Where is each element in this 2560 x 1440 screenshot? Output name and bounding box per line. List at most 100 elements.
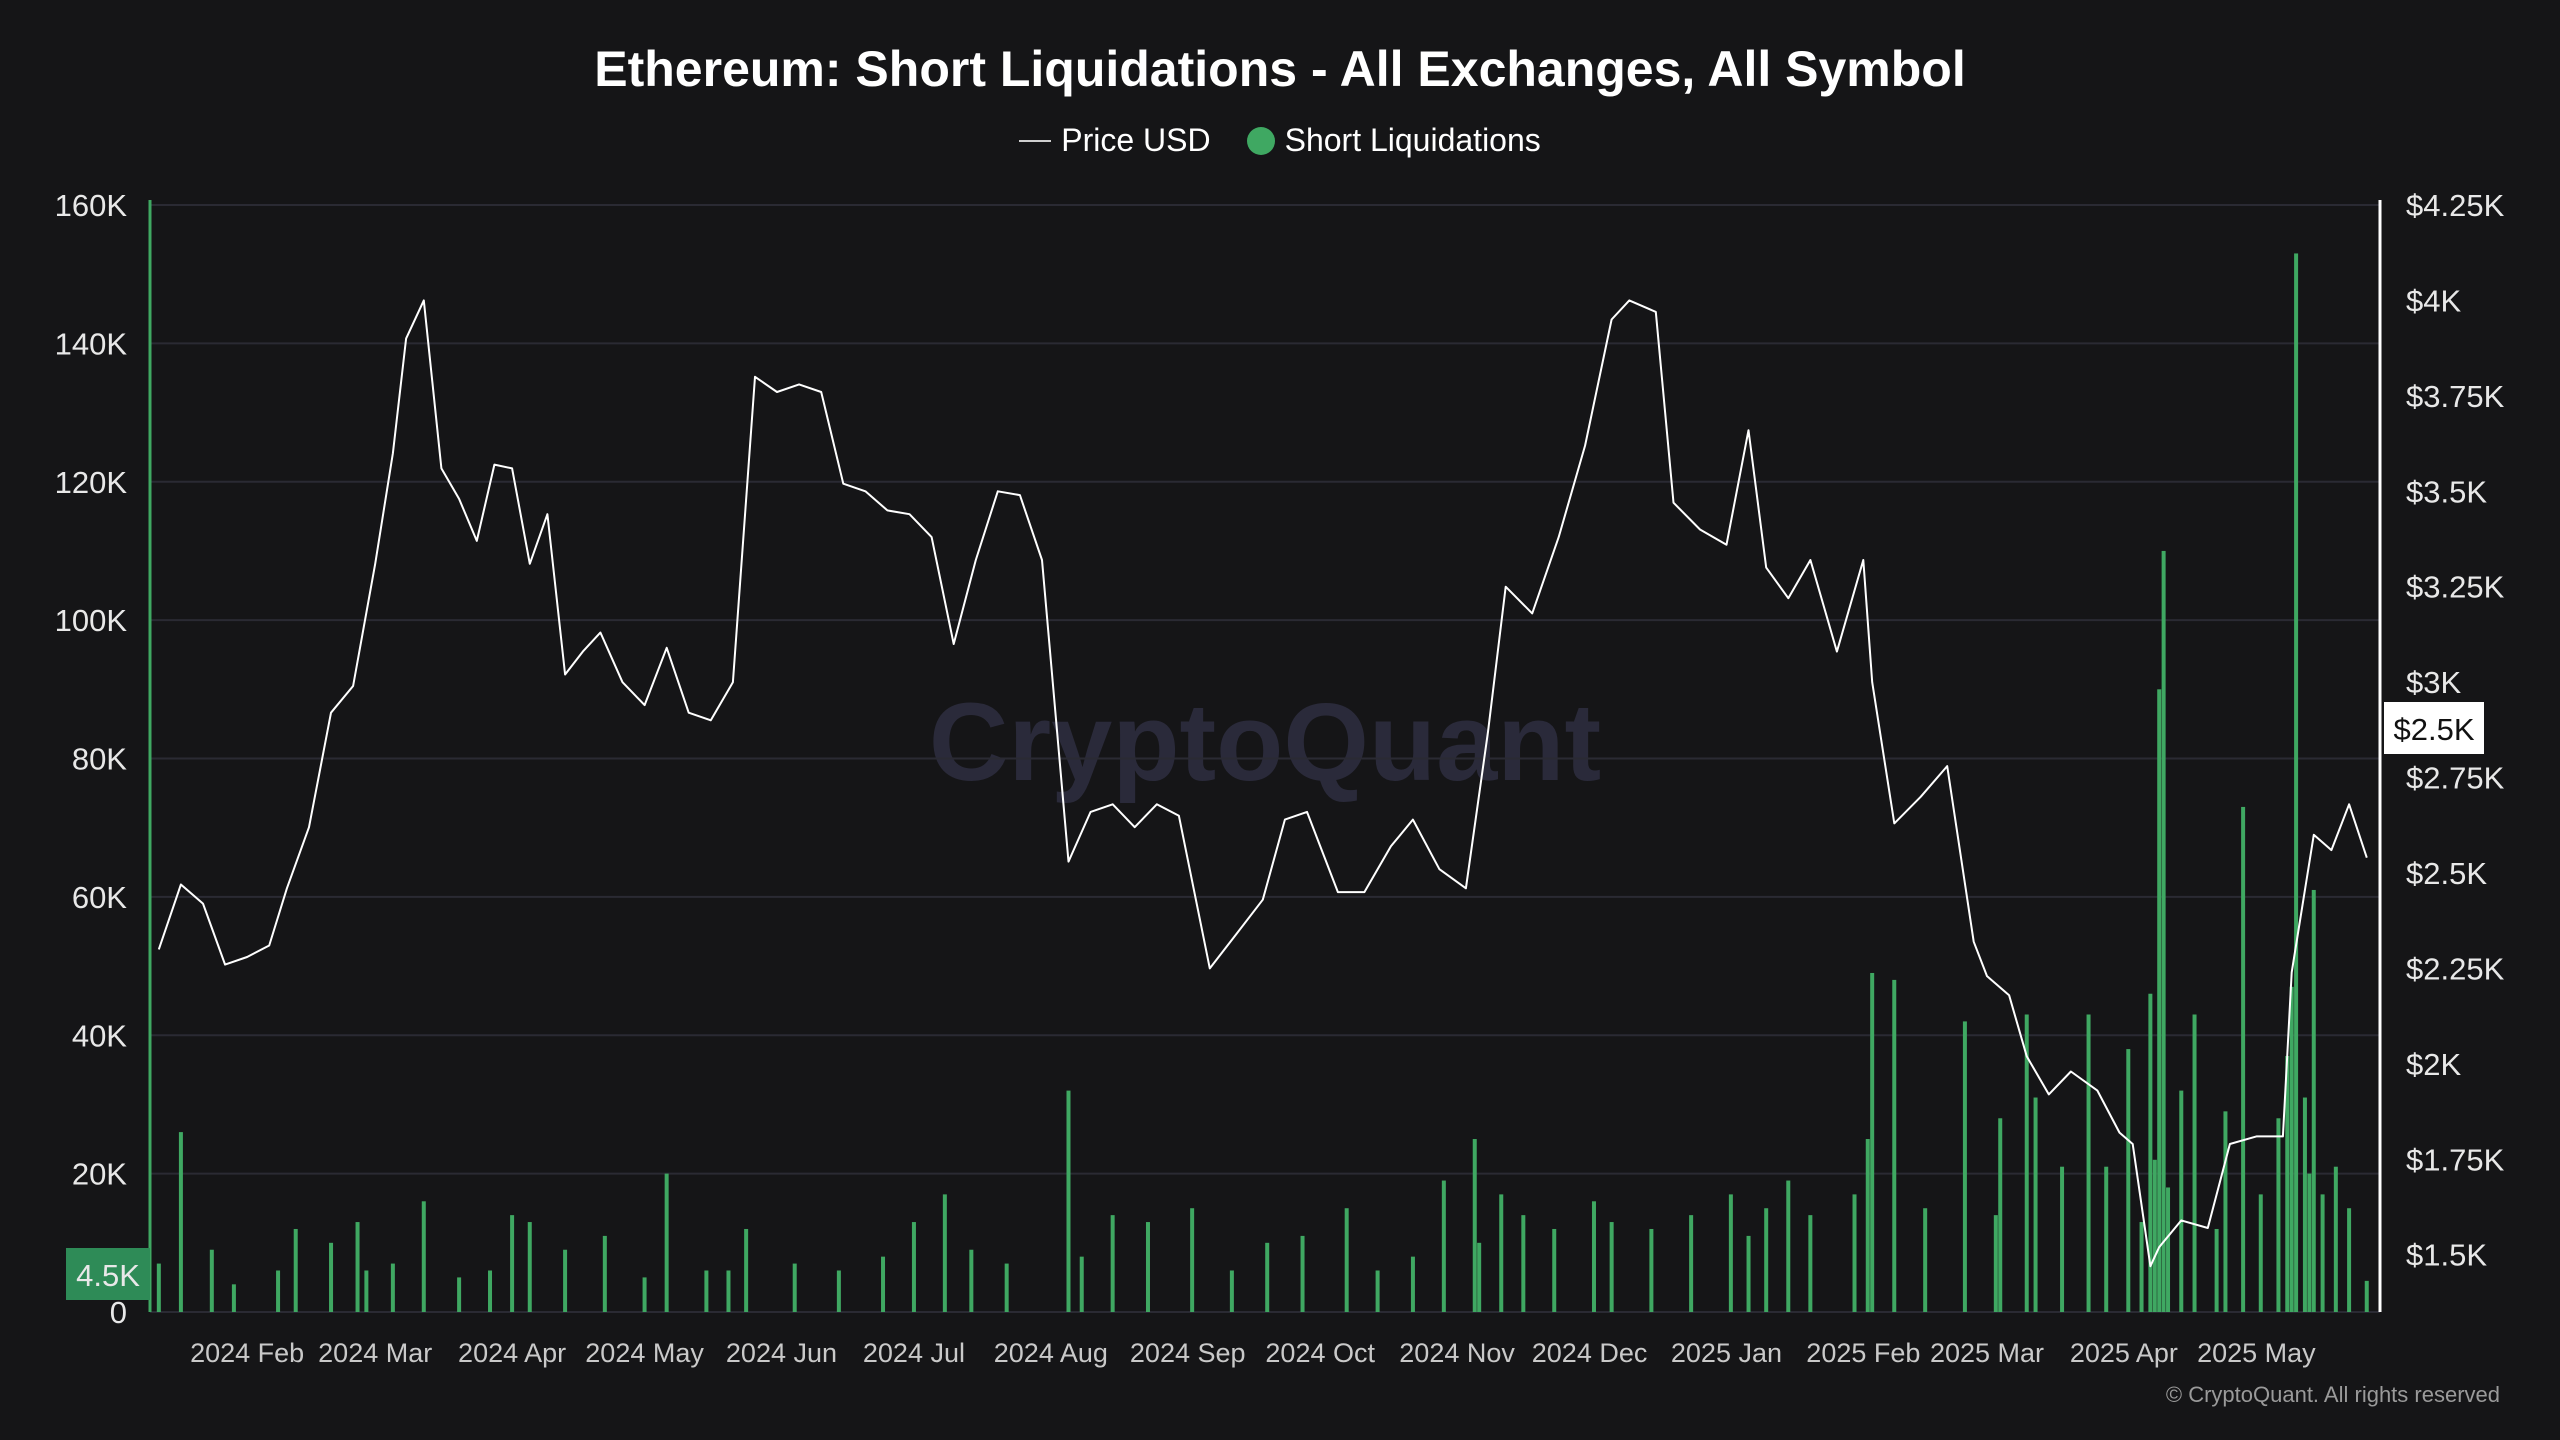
- short-liquidation-bar: [969, 1249, 974, 1312]
- short-liquidation-bar: [293, 1228, 298, 1312]
- short-liquidation-bar: [1441, 1180, 1446, 1312]
- right-current-badge: $2.5K: [2384, 702, 2484, 754]
- short-liquidation-bar: [1499, 1194, 1504, 1312]
- right-tick-label: $3.25K: [2406, 570, 2505, 605]
- short-liquidation-bar: [390, 1263, 395, 1312]
- short-liquidation-bar: [1786, 1180, 1791, 1312]
- left-tick-label: 20K: [72, 1157, 127, 1192]
- dot-swatch-icon: [1246, 126, 1275, 155]
- short-liquidation-bar: [881, 1256, 886, 1312]
- right-tick-label: $3.75K: [2406, 379, 2505, 414]
- short-liquidation-bar: [2157, 689, 2162, 1312]
- short-liquidation-bar: [1190, 1208, 1195, 1312]
- short-liquidation-bar: [1764, 1208, 1769, 1312]
- short-liquidation-bar: [2148, 993, 2153, 1312]
- price-usd-line: [157, 299, 2368, 1268]
- x-tick-label: 2024 Mar: [318, 1338, 432, 1368]
- x-tick-label: 2025 Feb: [1806, 1338, 1920, 1368]
- x-tick-label: 2024 Sep: [1130, 1338, 1246, 1368]
- right-badge-box: [2384, 702, 2484, 754]
- grid-lines: [150, 204, 2380, 1313]
- short-liquidation-bar: [2276, 1118, 2281, 1312]
- short-liquidation-bar: [2223, 1111, 2228, 1312]
- short-liquidation-bar: [2033, 1097, 2038, 1312]
- short-liquidation-bar: [1865, 1139, 1870, 1312]
- short-liquidation-bar: [2289, 986, 2294, 1312]
- short-liquidation-bar: [488, 1270, 493, 1312]
- x-tick-label: 2024 Apr: [458, 1338, 566, 1368]
- short-liquidation-bar: [1993, 1215, 1998, 1312]
- right-tick-label: $2.25K: [2406, 951, 2505, 986]
- short-liquidation-bar: [2333, 1166, 2338, 1312]
- x-tick-label: 2024 Jun: [726, 1338, 837, 1368]
- x-tick-label: 2024 Oct: [1265, 1338, 1375, 1368]
- short-liquidation-bar: [1410, 1256, 1415, 1312]
- x-tick-label: 2025 Mar: [1930, 1338, 2044, 1368]
- short-liquidation-bar: [2347, 1208, 2352, 1312]
- price-line-layer: [157, 299, 2368, 1268]
- short-liquidation-bar: [726, 1270, 731, 1312]
- short-liquidation-bar: [1591, 1201, 1596, 1312]
- short-liquidation-bar: [1066, 1090, 1071, 1312]
- legend-label-price: Price USD: [1061, 122, 1211, 158]
- short-liquidation-bar: [2311, 889, 2316, 1312]
- left-badge-label: 4.5K: [76, 1258, 140, 1293]
- x-tick-label: 2025 May: [2197, 1338, 2316, 1368]
- short-liquidation-bar: [1746, 1235, 1751, 1312]
- short-liquidation-bar: [1110, 1215, 1115, 1312]
- short-liquidation-bar: [2139, 1222, 2144, 1312]
- short-liquidation-bar: [1689, 1215, 1694, 1312]
- short-liquidation-bar: [2024, 1014, 2029, 1312]
- right-tick-label: $1.75K: [2406, 1142, 2505, 1177]
- short-liquidation-bar: [642, 1277, 647, 1312]
- short-liquidation-bar: [1145, 1222, 1150, 1312]
- chart-legend: Price USD Short Liquidations: [0, 122, 2560, 159]
- short-liquidation-bar: [2126, 1049, 2131, 1312]
- short-liquidation-bar: [1852, 1194, 1857, 1312]
- short-liquidation-bar: [2285, 1056, 2290, 1312]
- short-liquidation-bar: [1004, 1263, 1009, 1312]
- right-tick-label: $4.25K: [2406, 188, 2505, 223]
- short-liquidation-bar: [664, 1173, 669, 1312]
- line-swatch-icon: [1019, 139, 1052, 142]
- x-tick-label: 2024 Jul: [863, 1338, 965, 1368]
- short-liquidation-bar: [2307, 1173, 2312, 1312]
- short-liquidation-bar: [1079, 1256, 1084, 1312]
- short-liquidation-bar: [2179, 1090, 2184, 1312]
- chart-title: Ethereum: Short Liquidations - All Excha…: [594, 41, 1966, 97]
- x-tick-label: 2025 Apr: [2070, 1338, 2178, 1368]
- short-liquidation-bar: [1229, 1270, 1234, 1312]
- short-liquidation-bar: [1521, 1215, 1526, 1312]
- legend-item-price[interactable]: Price USD: [1019, 122, 1211, 159]
- right-axis: $1.5K $1.75K $2K $2.25K $2.5K $2.75K $3K $3.25K…: [2378, 188, 2505, 1312]
- right-tick-label: $3.5K: [2406, 474, 2487, 509]
- short-liquidation-bar: [2166, 1187, 2171, 1312]
- copyright-text: © CryptoQuant. All rights reserved: [2165, 1382, 2500, 1407]
- short-liquidations-bars: [156, 253, 2369, 1312]
- short-liquidation-bar: [2161, 550, 2166, 1312]
- short-liquidation-bar: [2241, 806, 2246, 1312]
- short-liquidation-bar: [942, 1194, 947, 1312]
- short-liquidation-bar: [1609, 1222, 1614, 1312]
- x-tick-label: 2024 Feb: [190, 1338, 304, 1368]
- short-liquidation-bar: [1300, 1235, 1305, 1312]
- short-liquidation-bar: [2294, 253, 2299, 1312]
- short-liquidation-bar: [156, 1263, 161, 1312]
- short-liquidation-bar: [704, 1270, 709, 1312]
- short-liquidation-bar: [2104, 1166, 2109, 1312]
- short-liquidation-bar: [1998, 1118, 2003, 1312]
- short-liquidation-bar: [457, 1277, 462, 1312]
- right-tick-label: $1.5K: [2406, 1238, 2487, 1273]
- short-liquidation-bar: [1552, 1228, 1557, 1312]
- x-tick-label: 2024 May: [585, 1338, 704, 1368]
- left-current-badge: 4.5K: [66, 1248, 150, 1300]
- short-liquidation-bar: [911, 1222, 916, 1312]
- watermark-logo: CryptoQuant: [929, 681, 1601, 804]
- right-tick-label: $2.75K: [2406, 761, 2505, 796]
- short-liquidation-bar: [1472, 1139, 1477, 1312]
- right-tick-label: $2K: [2406, 1047, 2461, 1082]
- short-liquidation-bar: [2086, 1014, 2091, 1312]
- left-tick-label: 160K: [55, 188, 128, 223]
- legend-item-short-liquidations[interactable]: Short Liquidations: [1246, 122, 1541, 159]
